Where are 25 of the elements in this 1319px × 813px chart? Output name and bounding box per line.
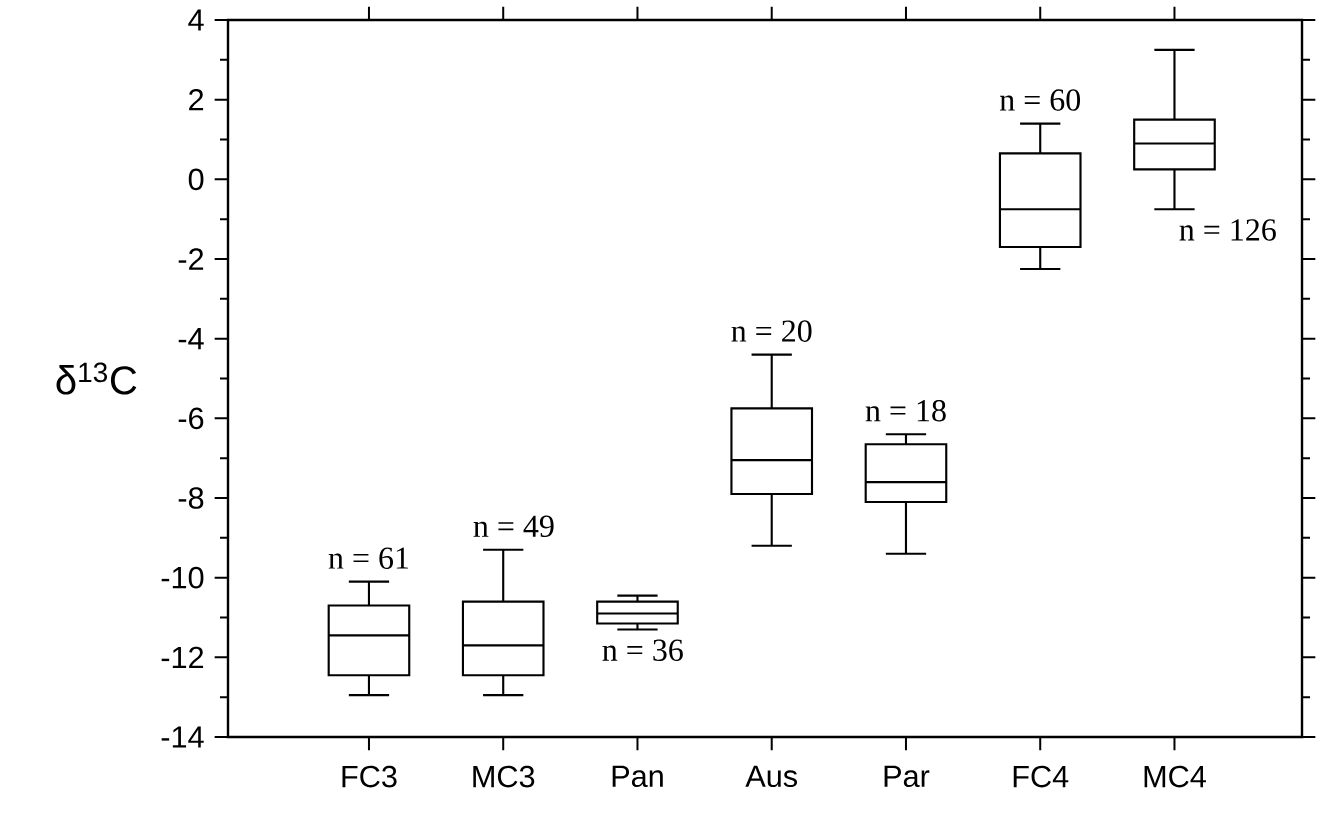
y-tick-label: -14	[161, 726, 204, 748]
annotation: n = 126	[1179, 219, 1276, 241]
y-tick-label: 2	[189, 88, 204, 111]
annotation: n = 61	[328, 547, 409, 569]
y-tick-label: 4	[188, 9, 204, 31]
y-tick-label: 0	[188, 168, 204, 191]
annotation: n = 60	[999, 89, 1081, 111]
y-tick-label: -8	[178, 487, 204, 509]
x-tick-label: Par	[884, 765, 930, 788]
y-tick-label: -2	[178, 248, 204, 270]
x-tick-label: MC3	[473, 765, 535, 788]
y-tick-label: -12	[161, 646, 204, 669]
x-tick-label: FC4	[1013, 765, 1069, 788]
annotation: n = 18	[865, 399, 946, 422]
x-tick-label: Pan	[612, 765, 663, 788]
x-tick-label: FC3	[342, 765, 397, 788]
x-tick-label: MC4	[1144, 765, 1206, 788]
annotation: n = 36	[602, 639, 683, 661]
annotation: n = 20	[731, 320, 812, 342]
y-tick-label: -10	[161, 566, 204, 589]
annotation: n = 49	[473, 515, 554, 538]
x-tick-label: Aus	[745, 765, 798, 788]
y-axis-title: δ$^{13}$C	[56, 362, 137, 395]
y-tick-label: -6	[178, 407, 204, 430]
y-tick-label: -4	[178, 328, 204, 350]
